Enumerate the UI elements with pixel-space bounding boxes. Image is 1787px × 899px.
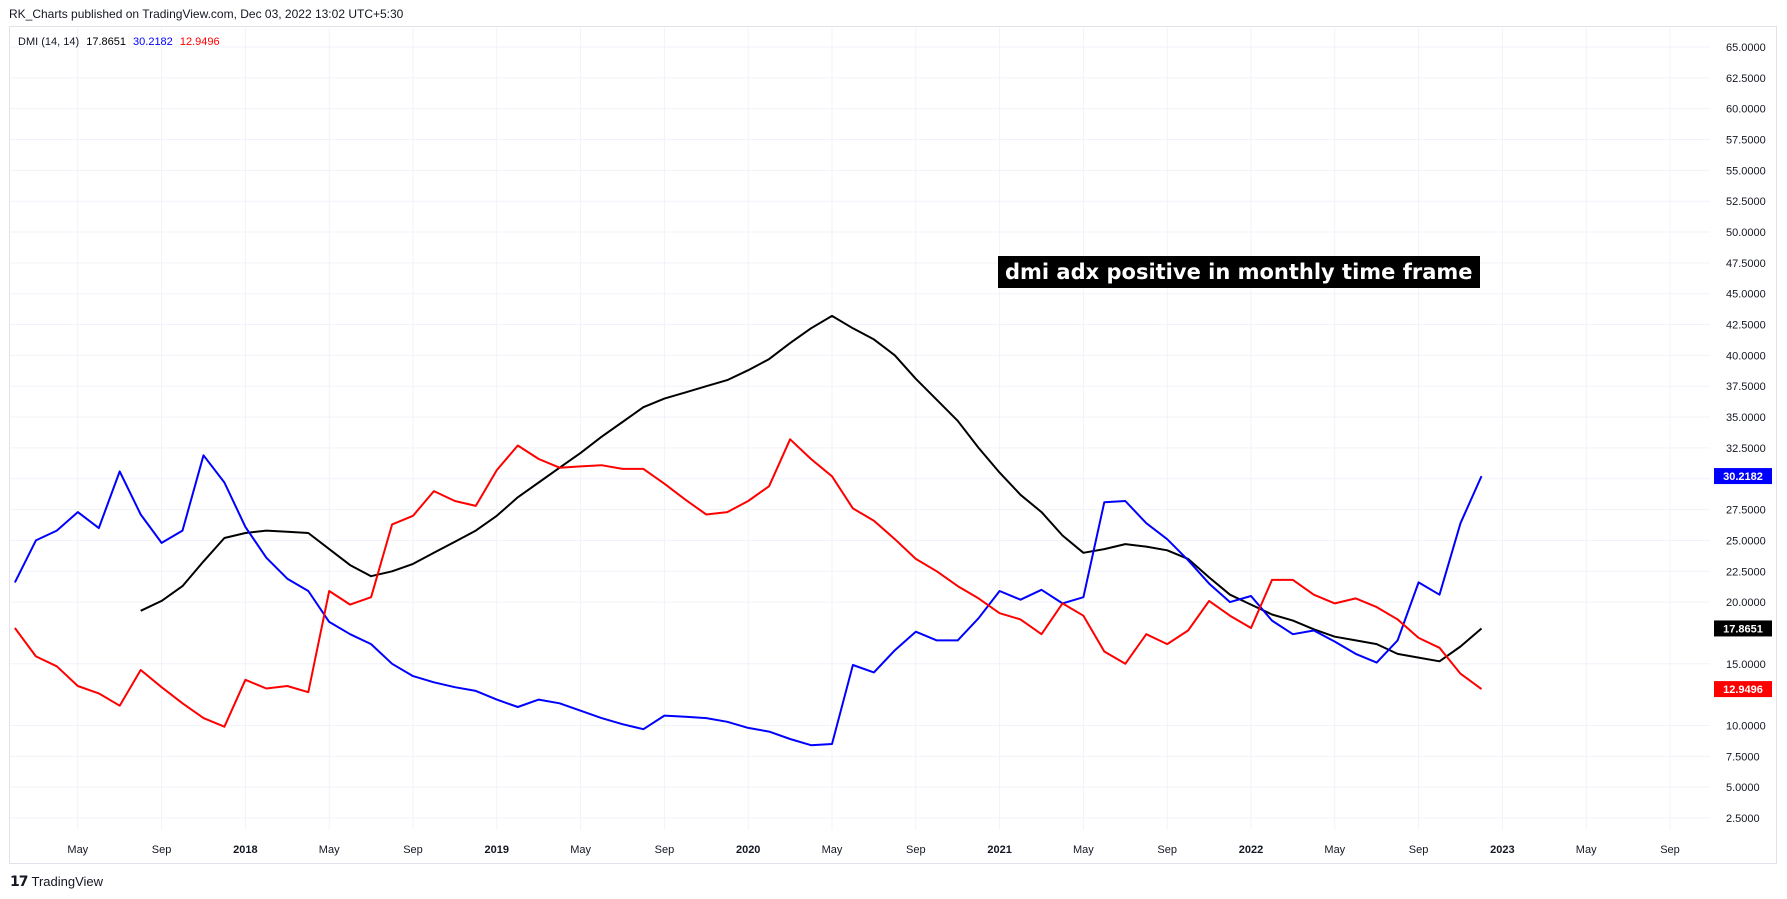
y-tick-label: 52.5000 [1726,196,1766,208]
adx-line-price-label: 17.8651 [1714,620,1772,637]
y-tick-label: 50.0000 [1726,227,1766,239]
x-tick-label: May [570,844,591,856]
y-tick-label: 62.5000 [1726,73,1766,85]
y-tick-label: 5.0000 [1726,782,1760,794]
y-tick-label: 42.5000 [1726,320,1766,332]
indicator-legend[interactable]: DMI (14, 14) 17.8651 30.2182 12.9496 [18,36,224,48]
x-tick-label: Sep [1157,844,1177,856]
y-tick-label: 2.5000 [1726,813,1760,825]
legend-indicator-name: DMI (14, 14) [18,36,80,48]
y-tick-label: 57.5000 [1726,135,1766,147]
x-tick-label: Sep [655,844,675,856]
y-tick-label: 10.0000 [1726,720,1766,732]
y-axis: 65.0000 62.5000 60.0000 57.5000 55.0000 52.50… [1726,42,1766,825]
publish-header: RK_Charts published on TradingView.com, … [9,7,404,21]
adx-line [140,314,1483,663]
x-tick-label: 2019 [485,844,509,856]
minus-di-line [14,438,1483,728]
chart-frame [9,26,1777,864]
x-tick-label: 2018 [233,844,257,856]
y-tick-label: 32.5000 [1726,443,1766,455]
y-tick-label: 20.0000 [1726,597,1766,609]
price-label-box [1714,468,1772,485]
x-tick-label: Sep [403,844,423,856]
y-tick-label: 55.0000 [1726,165,1766,177]
y-tick-label: 7.5000 [1726,751,1760,763]
x-tick-label: 2023 [1490,844,1514,856]
x-tick-label: Sep [152,844,172,856]
x-tick-label: May [1324,844,1345,856]
plus-di-line [14,454,1483,747]
x-tick-label: Sep [906,844,926,856]
x-tick-label: May [319,844,340,856]
price-label-box [1714,681,1772,698]
x-tick-label: Sep [1660,844,1680,856]
x-tick-label: 2021 [987,844,1011,856]
legend-plus-di-value: 30.2182 [133,36,173,48]
footer: 𝟭𝟳 TradingView [10,873,103,890]
plus-di-line-price-label: 30.2182 [1714,468,1772,485]
y-tick-label: 27.5000 [1726,505,1766,517]
price-label-text: 30.2182 [1723,471,1763,483]
y-tick-label: 40.0000 [1726,350,1766,362]
x-tick-label: 2020 [736,844,760,856]
y-tick-label: 22.5000 [1726,566,1766,578]
price-label-text: 12.9496 [1723,684,1763,696]
x-tick-label: May [67,844,88,856]
tradingview-logo-icon: 𝟭𝟳 [10,873,29,889]
tradingview-brand: TradingView [31,874,104,889]
price-label-box [1714,620,1772,637]
y-tick-label: 37.5000 [1726,381,1766,393]
x-tick-label: May [822,844,843,856]
y-tick-label: 35.0000 [1726,412,1766,424]
x-tick-label: 2022 [1239,844,1263,856]
y-tick-label: 15.0000 [1726,659,1766,671]
x-tick-label: May [1576,844,1597,856]
x-tick-label: Sep [1409,844,1429,856]
y-tick-label: 47.5000 [1726,258,1766,270]
y-tick-label: 60.0000 [1726,104,1766,116]
legend-minus-di-value: 12.9496 [179,36,220,48]
x-axis: May Sep 2018 May Sep 2019 May Sep 2020 May Sep 2021… [67,844,1679,856]
minus-di-line-price-label: 12.9496 [1714,681,1772,698]
y-tick-label: 25.0000 [1726,535,1766,547]
legend-adx-value: 17.8651 [86,36,126,48]
y-tick-label: 65.0000 [1726,42,1766,54]
price-label-text: 17.8651 [1723,623,1763,635]
x-tick-label: May [1073,844,1094,856]
chart-annotation[interactable]: dmi adx positive in monthly time frame [998,256,1480,288]
y-tick-label: 45.0000 [1726,289,1766,301]
grid [10,28,1710,830]
